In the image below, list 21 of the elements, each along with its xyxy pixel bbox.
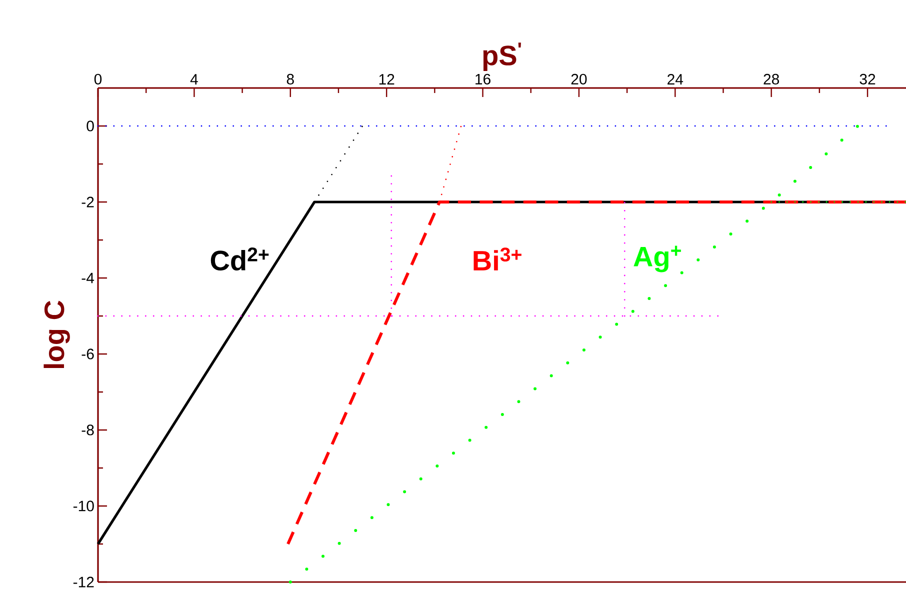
x-tick-label: 4	[190, 74, 198, 84]
y-axis-title: log C	[44, 300, 70, 368]
series-label: Cd$^{2+}$	[210, 248, 269, 270]
y-tick-label: -6	[82, 348, 94, 360]
x-tick-label: 12	[379, 74, 394, 84]
series-label: Ag$^{+}$	[634, 246, 681, 272]
x-tick-label: 28	[764, 74, 780, 84]
x-axis-title: pS$^{'}$	[483, 42, 521, 71]
y-tick-label: -2	[82, 196, 94, 208]
y-tick-label: -4	[82, 272, 94, 284]
x-tick-label: 8	[286, 74, 294, 84]
y-tick-label: -10	[73, 500, 94, 512]
series-label: Bi$^{3+}$	[474, 248, 522, 270]
x-tick-label: 24	[668, 74, 684, 84]
x-tick-label: 32	[860, 74, 876, 84]
x-tick-label: 0	[94, 74, 102, 84]
y-tick-label: -12	[73, 576, 94, 588]
y-tick-label: -8	[82, 424, 94, 436]
y-tick-label: 0	[86, 120, 94, 132]
x-tick-label: 20	[571, 74, 587, 84]
x-tick-label: 16	[476, 74, 490, 84]
